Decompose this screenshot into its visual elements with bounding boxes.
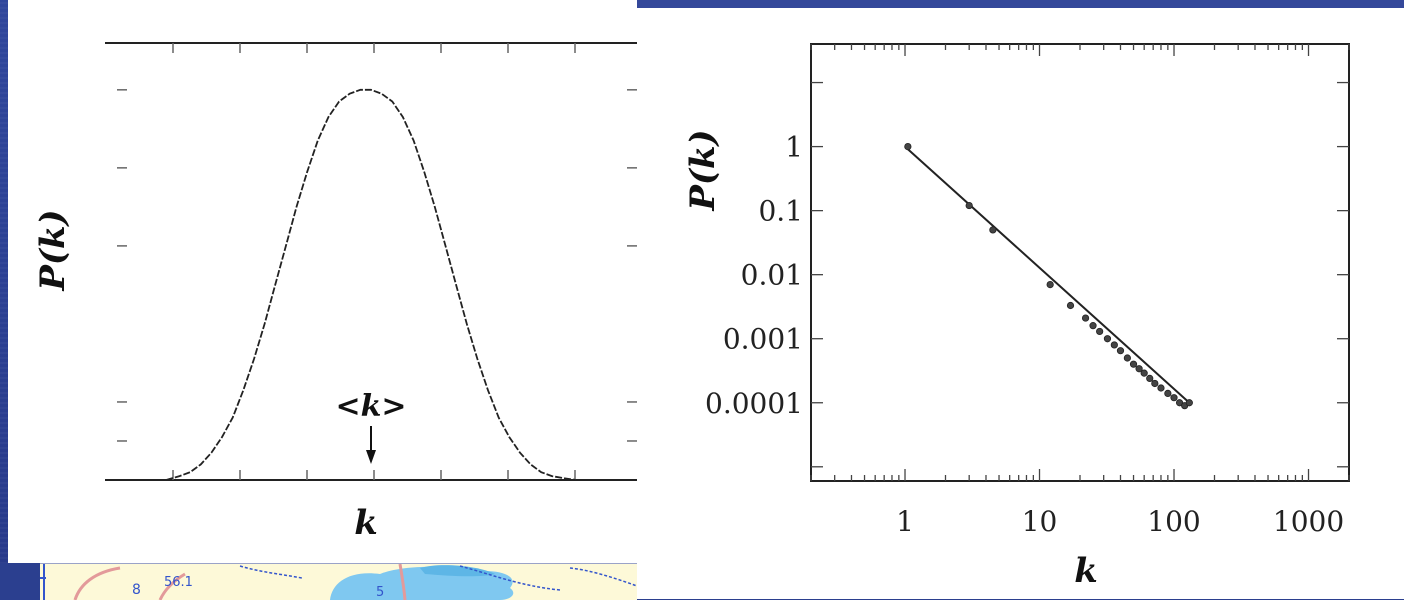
- powerlaw-data-point: [1089, 322, 1097, 330]
- powerlaw-chart-panel: 1 10 100 1000 1 0.1 0.01 0.001 0.0001 k P(k): [637, 8, 1404, 599]
- powerlaw-tick-labels: 1 10 100 1000 1 0.1 0.01 0.001 0.0001: [705, 131, 1344, 538]
- powerlaw-data-point: [1081, 314, 1090, 322]
- map-fragment-drawing: 8 56.1 5: [40, 564, 637, 600]
- powerlaw-data-point: [965, 201, 973, 210]
- map-border-line: [569, 567, 637, 587]
- map-road-line: [158, 572, 186, 600]
- powerlaw-data-point: [1123, 354, 1131, 362]
- map-border-line: [459, 565, 561, 591]
- powerlaw-y-tick-label: 0.1: [758, 195, 803, 228]
- map-label: 8: [132, 582, 141, 598]
- powerlaw-y-tick-label: 0.0001: [705, 387, 803, 420]
- powerlaw-y-tick-label: 0.001: [723, 323, 803, 356]
- mean-degree-arrowhead: [366, 450, 376, 464]
- powerlaw-data-point: [1110, 341, 1118, 349]
- poisson-x-axis-label: k: [354, 503, 378, 543]
- map-edge-bar: [0, 563, 40, 599]
- powerlaw-x-tick-label: 1: [896, 505, 914, 538]
- powerlaw-data-point: [1146, 374, 1154, 383]
- poisson-distribution-chart: <k> k P(k): [33, 42, 637, 543]
- powerlaw-x-tick-label: 100: [1147, 505, 1200, 538]
- powerlaw-fit-line: [904, 145, 1191, 404]
- map-road-line: [398, 564, 407, 600]
- powerlaw-data-point: [1066, 301, 1075, 310]
- map-lake-shape: [420, 565, 495, 577]
- mean-degree-annotation: <k>: [335, 389, 406, 424]
- poisson-chart-panel: <k> k P(k): [8, 0, 637, 563]
- poisson-annotation: <k>: [335, 389, 407, 464]
- powerlaw-series: [904, 142, 1193, 410]
- powerlaw-data-point: [1135, 365, 1143, 373]
- map-label: 5: [376, 585, 384, 600]
- powerlaw-data-point: [1140, 369, 1148, 377]
- powerlaw-y-axis-label: P(k): [683, 129, 723, 211]
- powerlaw-data-point: [1096, 327, 1104, 336]
- powerlaw-plot-frame: [810, 43, 1350, 482]
- powerlaw-distribution-chart: 1 10 100 1000 1 0.1 0.01 0.001 0.0001 k P(k): [683, 43, 1350, 591]
- powerlaw-y-tick-label: 1: [785, 131, 803, 164]
- powerlaw-data-point: [1185, 399, 1193, 407]
- map-label: 56.1: [164, 575, 193, 590]
- poisson-curve: [165, 88, 576, 481]
- powerlaw-y-tick-label: 0.01: [741, 259, 803, 292]
- powerlaw-axes: [810, 43, 1350, 482]
- powerlaw-data-point: [904, 142, 912, 151]
- powerlaw-x-axis-label: k: [1074, 551, 1098, 591]
- powerlaw-data-point: [1151, 379, 1159, 388]
- powerlaw-data-point: [1129, 360, 1138, 368]
- map-fragment: 8 56.1 5: [40, 563, 637, 600]
- powerlaw-data-point: [1103, 335, 1112, 343]
- powerlaw-x-tick-label: 10: [1022, 505, 1058, 538]
- powerlaw-data-point: [1116, 347, 1125, 355]
- powerlaw-data-point: [1170, 394, 1178, 402]
- powerlaw-data-point: [1046, 280, 1054, 289]
- poisson-series: [165, 88, 576, 481]
- map-border-line: [239, 565, 303, 579]
- poisson-axes: [105, 42, 637, 481]
- poisson-y-axis-label: P(k): [33, 209, 73, 291]
- map-road-line: [73, 566, 121, 600]
- powerlaw-data-point: [1164, 389, 1172, 397]
- powerlaw-x-tick-label: 1000: [1273, 505, 1344, 538]
- powerlaw-data-point: [1157, 384, 1165, 392]
- powerlaw-data-point: [989, 226, 997, 234]
